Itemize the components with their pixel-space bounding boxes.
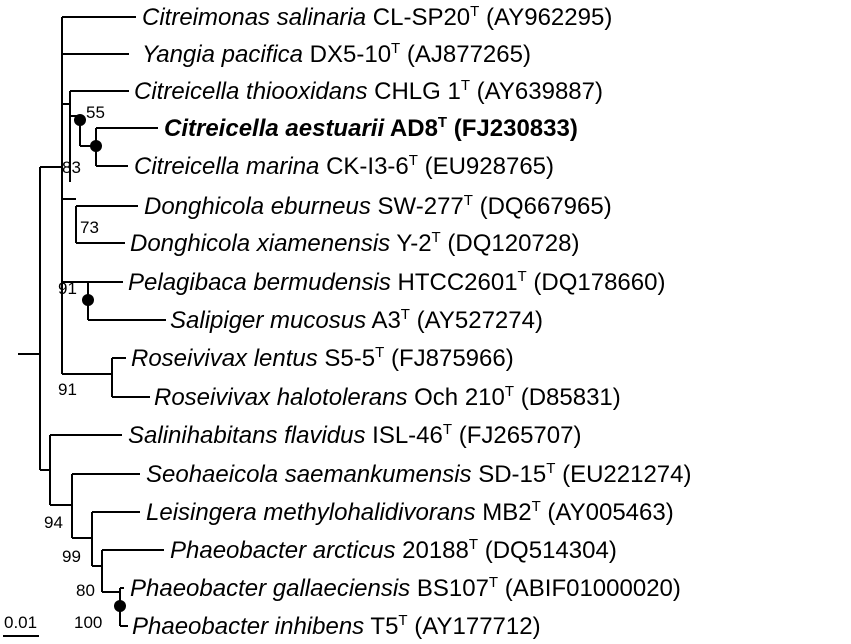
bootstrap-value: 73 (80, 218, 99, 237)
scale-bar-label: 0.01 (4, 613, 37, 632)
bootstrap-value: 91 (58, 380, 77, 399)
taxon-label: Phaeobacter arcticus 20188T (DQ514304) (170, 536, 617, 564)
taxon-label: Roseivivax lentus S5-5T (FJ875966) (131, 344, 514, 372)
bootstrap-value: 94 (44, 513, 63, 532)
bootstrap-value: 55 (86, 103, 105, 122)
scale-bar: 0.01 (3, 613, 39, 637)
bootstrap-value: 99 (62, 547, 81, 566)
bootstrap-values: 55 83 73 91 91 94 99 80 100 (44, 103, 105, 632)
taxon-label: Salinihabitans flavidus ISL-46T (FJ26570… (128, 421, 581, 449)
taxon-label: Donghicola xiamenensis Y-2T (DQ120728) (130, 229, 579, 257)
taxon-label: Roseivivax halotolerans Och 210T (D85831… (154, 383, 621, 411)
taxon-label: Pelagibaca bermudensis HTCC2601T (DQ1786… (128, 268, 665, 296)
taxon-label: Citreimonas salinaria CL-SP20T (AY962295… (142, 3, 612, 31)
taxon-label: Seohaeicola saemankumensis SD-15T (EU221… (146, 460, 692, 488)
taxon-label: Citreicella marina CK-I3-6T (EU928765) (134, 152, 554, 180)
node-dot (90, 140, 102, 152)
taxon-label-highlight: Citreicella aestuarii AD8T (FJ230833) (164, 114, 578, 142)
node-markers (74, 114, 126, 612)
taxon-label: Salipiger mucosus A3T (AY527274) (170, 306, 543, 334)
taxon-label: Phaeobacter inhibens T5T (AY177712) (132, 612, 541, 640)
bootstrap-value: 91 (58, 279, 77, 298)
bootstrap-value: 83 (62, 158, 81, 177)
taxon-label: Yangia pacifica DX5-10T (AJ877265) (142, 40, 531, 68)
taxon-label: Leisingera methylohalidivorans MB2T (AY0… (146, 498, 674, 526)
bootstrap-value: 80 (76, 581, 95, 600)
bootstrap-value: 100 (74, 613, 102, 632)
node-dot (74, 114, 86, 126)
taxon-label: Phaeobacter gallaeciensis BS107T (ABIF01… (130, 574, 681, 602)
taxon-label: Donghicola eburneus SW-277T (DQ667965) (144, 192, 612, 220)
node-dot (114, 600, 126, 612)
taxon-labels: Citreimonas salinaria CL-SP20T (AY962295… (128, 3, 692, 640)
node-dot (82, 294, 94, 306)
taxon-label: Citreicella thiooxidans CHLG 1T (AY63988… (134, 77, 603, 105)
